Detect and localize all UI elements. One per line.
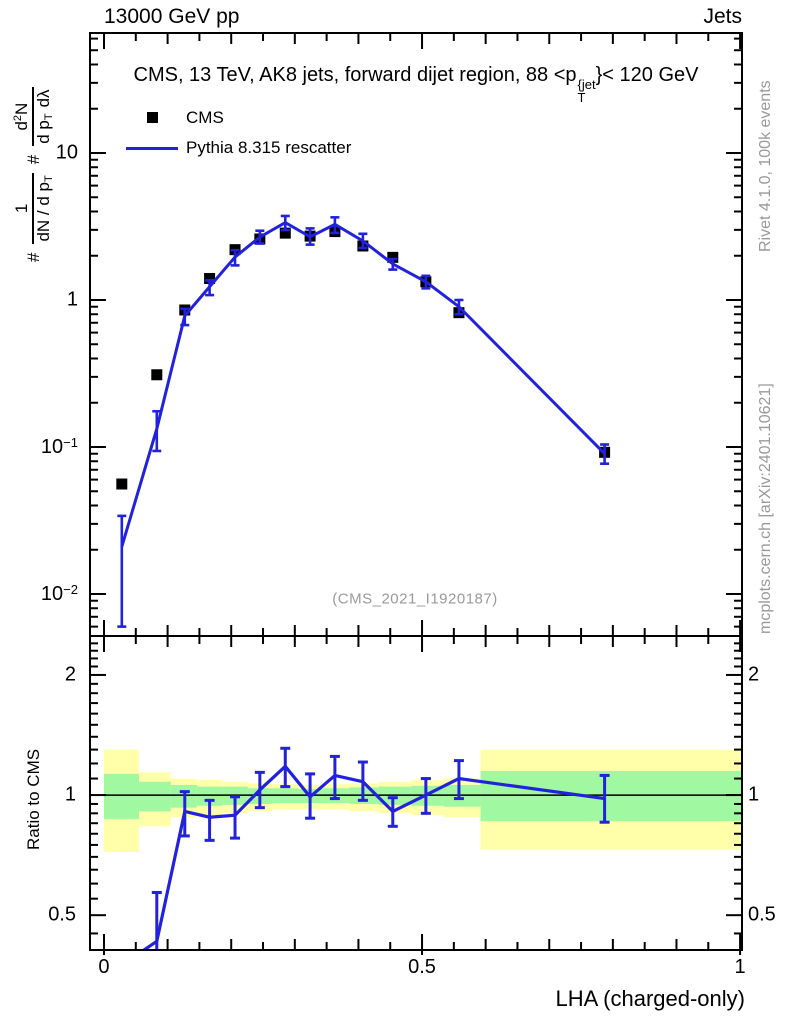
plot-title: CMS, 13 TeV, AK8 jets, forward dijet reg… bbox=[88, 64, 744, 104]
rivet-version-note: Rivet 4.1.0, 100k events bbox=[757, 80, 774, 252]
plot-title-sub: T bbox=[577, 90, 586, 105]
beam-energy-label: 13000 GeV pp bbox=[104, 5, 240, 28]
frac2-denominator: d pTdλ bbox=[33, 89, 55, 144]
pythia-line-icon bbox=[126, 147, 178, 150]
plot-title-pre: CMS, 13 TeV, AK8 jets, forward dijet reg… bbox=[133, 64, 577, 86]
ratio-y-tick-label-right: 2 bbox=[748, 663, 760, 686]
main-y-axis-label: # 1 dN / d pT # d2N d pTdλ bbox=[12, 87, 55, 262]
ratio-pythia-line bbox=[142, 746, 610, 949]
frac1-numerator: 1 bbox=[12, 173, 34, 244]
x-tick-label: 1 bbox=[734, 956, 746, 978]
ratio-y-tick-label-right: 0.5 bbox=[748, 903, 776, 926]
plot-title-sup: {jet bbox=[577, 77, 596, 92]
mcplots-arxiv-note: mcplots.cern.ch [arXiv:2401.10621] bbox=[757, 383, 774, 634]
cms-marker-icon bbox=[147, 112, 158, 123]
hash-symbol: # bbox=[23, 154, 43, 165]
formula-fraction-2: d2N d pTdλ bbox=[12, 87, 55, 146]
cms-data-markers bbox=[116, 226, 611, 490]
ratio-y-tick-label-left: 0.5 bbox=[48, 903, 76, 926]
plot-title-post: }< 120 GeV bbox=[595, 64, 699, 86]
pythia-prediction-line bbox=[117, 214, 610, 628]
legend-item-pythia: Pythia 8.315 rescatter bbox=[186, 138, 352, 157]
ratio-y-axis-label: Ratio to CMS bbox=[24, 748, 43, 850]
axis-ticks bbox=[91, 34, 742, 955]
x-tick-label: 0 bbox=[98, 956, 110, 978]
main-y-tick-label: 10−1 bbox=[40, 435, 78, 458]
frac2-numerator: d2N bbox=[12, 87, 34, 146]
analysis-id-watermark: (CMS_2021_I1920187) bbox=[332, 590, 498, 608]
hash-symbol: # bbox=[23, 252, 43, 262]
ratio-uncertainty-bands bbox=[103, 749, 741, 852]
main-y-tick-label: 1 bbox=[66, 288, 78, 311]
x-tick-label: 0.5 bbox=[408, 956, 436, 978]
x-axis-label: LHA (charged-only) bbox=[555, 986, 745, 1011]
ratio-y-tick-label-left: 1 bbox=[64, 783, 76, 806]
pt-jet-supsub: {jet T bbox=[578, 78, 596, 104]
main-y-tick-label: 10 bbox=[55, 141, 78, 164]
ratio-y-tick-label-right: 1 bbox=[748, 783, 760, 806]
formula-fraction-1: 1 dN / d pT bbox=[12, 173, 55, 244]
process-label: Jets bbox=[703, 5, 742, 28]
panel-frames bbox=[89, 32, 743, 951]
legend-item-cms: CMS bbox=[186, 108, 224, 127]
frac1-denominator: dN / d pT bbox=[33, 175, 55, 242]
ratio-y-tick-label-left: 2 bbox=[64, 663, 76, 686]
main-y-tick-label: 10−2 bbox=[40, 582, 78, 605]
